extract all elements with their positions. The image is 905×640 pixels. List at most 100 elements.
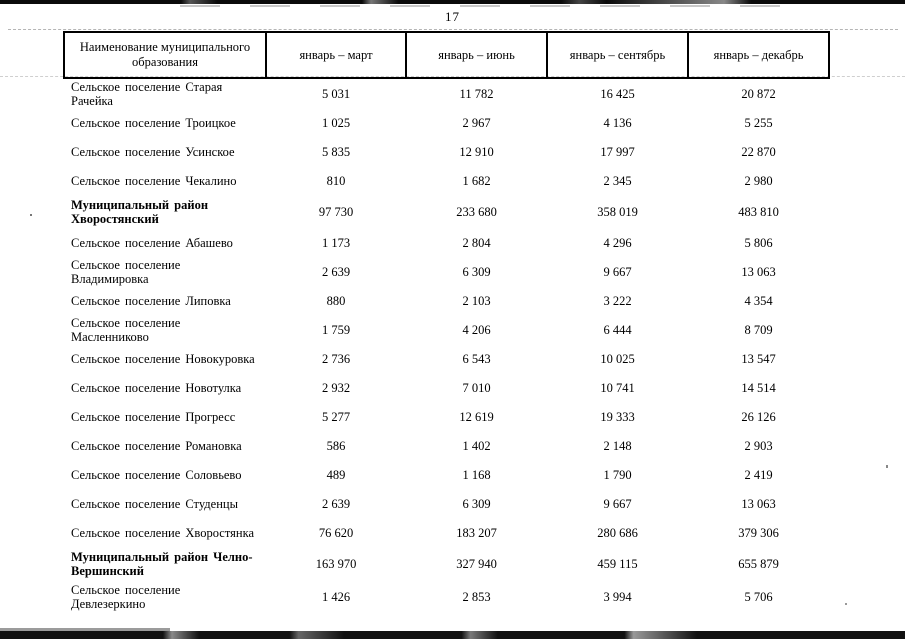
- value-cell: 2 853: [462, 590, 491, 604]
- table-row: Сельское поселение Соловьево 489 1 168 1…: [64, 460, 829, 489]
- scan-speck: [845, 603, 847, 605]
- value-cell: 379 306: [738, 525, 779, 540]
- value-cell: 14 514: [741, 380, 776, 395]
- table-row: Сельское поселение Абашево 1 173 2 804 4…: [64, 228, 829, 257]
- value-cell: 5 806: [744, 235, 773, 250]
- table-body: Сельское поселение Старая Рачейка 5 031 …: [64, 78, 829, 614]
- value-cell: 5 255: [744, 115, 773, 130]
- value-cell: 2 419: [744, 467, 773, 482]
- table-row: Сельское поселение Прогресс 5 277 12 619…: [64, 402, 829, 431]
- scan-speck: [886, 465, 888, 468]
- value-cell: 2 345: [603, 173, 632, 188]
- value-cell: 1 682: [462, 173, 491, 188]
- value-cell: 9 667: [603, 496, 632, 511]
- municipality-name: Сельское поселение Чекалино: [71, 173, 237, 188]
- value-cell: 12 910: [459, 144, 494, 159]
- value-cell: 26 126: [741, 409, 776, 424]
- municipality-name: Сельское поселение Хворостянка: [71, 525, 254, 540]
- municipality-name: Сельское поселение Студенцы: [71, 496, 238, 511]
- value-cell: 13 063: [741, 264, 776, 279]
- value-cell: 163 970: [315, 556, 357, 571]
- value-cell: 2 932: [321, 380, 351, 395]
- value-cell: 5 835: [321, 144, 351, 159]
- municipality-name: Муниципальный район Хворостянский: [71, 197, 209, 226]
- value-cell: 327 940: [456, 556, 497, 571]
- value-cell: 97 730: [318, 204, 354, 219]
- table-row: Сельское поселение Хворостянка 76 620 18…: [64, 518, 829, 547]
- value-cell: 358 019: [597, 204, 638, 219]
- municipality-name: Сельское поселение Старая Рачейка: [71, 79, 223, 108]
- value-cell: 4 136: [603, 115, 632, 130]
- value-cell: 586: [326, 438, 346, 453]
- municipality-name: Сельское поселение Новотулка: [71, 380, 242, 395]
- value-cell: 9 667: [603, 264, 632, 279]
- table-row: Муниципальный район Челно-Вершинский 163…: [64, 547, 829, 580]
- value-cell: 2 980: [744, 173, 773, 188]
- value-cell: 3 994: [603, 590, 632, 604]
- value-cell: 483 810: [738, 204, 779, 219]
- value-cell: 6 309: [462, 264, 491, 279]
- table-row: Сельское поселение Троицкое 1 025 2 967 …: [64, 108, 829, 137]
- page-number: 17: [445, 9, 460, 24]
- value-cell: 4 206: [462, 322, 491, 337]
- table-header-row: Наименование муниципального образования …: [63, 31, 830, 79]
- value-cell: 1 759: [321, 322, 351, 337]
- value-cell: 76 620: [318, 525, 354, 540]
- table-row: Сельское поселение Владимировка 2 639 6 …: [64, 257, 829, 286]
- table-row: Муниципальный район Хворостянский 97 730…: [64, 195, 829, 228]
- scan-artifact-bottom-bar: [0, 631, 905, 639]
- value-cell: 183 207: [456, 525, 497, 540]
- value-cell: 1 168: [462, 467, 491, 482]
- table-header: Наименование муниципального образования …: [63, 31, 830, 79]
- table-row: Сельское поселение Девлезеркино 1 426 2 …: [64, 580, 829, 614]
- municipality-name: Сельское поселение Абашево: [71, 235, 233, 250]
- scan-artifact-top-streak: [180, 5, 780, 7]
- value-cell: 233 680: [456, 204, 497, 219]
- value-cell: 1 790: [603, 467, 632, 482]
- municipality-name: Сельское поселение Новокуровка: [71, 351, 255, 366]
- municipality-name: Муниципальный район Челно-Вершинский: [71, 549, 253, 578]
- table-row: Сельское поселение Студенцы 2 639 6 309 …: [64, 489, 829, 518]
- municipality-name: Сельское поселение Владимировка: [71, 257, 181, 286]
- col-header-jan-dec: январь – декабрь: [687, 31, 830, 79]
- value-cell: 4 296: [603, 235, 632, 250]
- scan-artifact-bottom-left: [0, 628, 170, 631]
- value-cell: 5 706: [744, 590, 773, 604]
- value-cell: 19 333: [600, 409, 635, 424]
- col-header-municipality: Наименование муниципального образования: [63, 31, 267, 79]
- value-cell: 6 444: [603, 322, 632, 337]
- table-row: Сельское поселение Новотулка 2 932 7 010…: [64, 373, 829, 402]
- municipality-name: Сельское поселение Прогресс: [71, 409, 236, 424]
- value-cell: 459 115: [597, 556, 638, 571]
- value-cell: 13 547: [741, 351, 776, 366]
- value-cell: 8 709: [744, 322, 773, 337]
- value-cell: 2 639: [321, 264, 351, 279]
- table-row: Сельское поселение Старая Рачейка 5 031 …: [64, 78, 829, 108]
- value-cell: 4 354: [744, 293, 773, 308]
- scan-speck: [30, 214, 32, 216]
- value-cell: 17 997: [600, 144, 635, 159]
- col-header-jan-sep: январь – сентябрь: [546, 31, 689, 79]
- value-cell: 12 619: [459, 409, 494, 424]
- value-cell: 5 277: [321, 409, 351, 424]
- col-header-jan-mar: январь – март: [265, 31, 407, 79]
- value-cell: 2 804: [462, 235, 491, 250]
- table-row: Сельское поселение Масленниково 1 759 4 …: [64, 315, 829, 344]
- municipality-name: Сельское поселение Романовка: [71, 438, 242, 453]
- municipality-name: Сельское поселение Усинское: [71, 144, 235, 159]
- value-cell: 6 543: [462, 351, 491, 366]
- value-cell: 10 025: [600, 351, 635, 366]
- table-row: Сельское поселение Липовка 880 2 103 3 2…: [64, 286, 829, 315]
- municipality-name: Сельское поселение Девлезеркино: [71, 583, 181, 611]
- value-cell: 1 402: [462, 438, 491, 453]
- value-cell: 2 736: [321, 351, 351, 366]
- municipality-name: Сельское поселение Троицкое: [71, 115, 236, 130]
- value-cell: 880: [326, 293, 346, 308]
- value-cell: 655 879: [738, 556, 779, 571]
- value-cell: 10 741: [600, 380, 635, 395]
- value-cell: 1 025: [321, 115, 351, 130]
- value-cell: 5 031: [321, 86, 351, 101]
- value-cell: 810: [326, 173, 346, 188]
- value-cell: 11 782: [459, 86, 494, 101]
- table-row: Сельское поселение Романовка 586 1 402 2…: [64, 431, 829, 460]
